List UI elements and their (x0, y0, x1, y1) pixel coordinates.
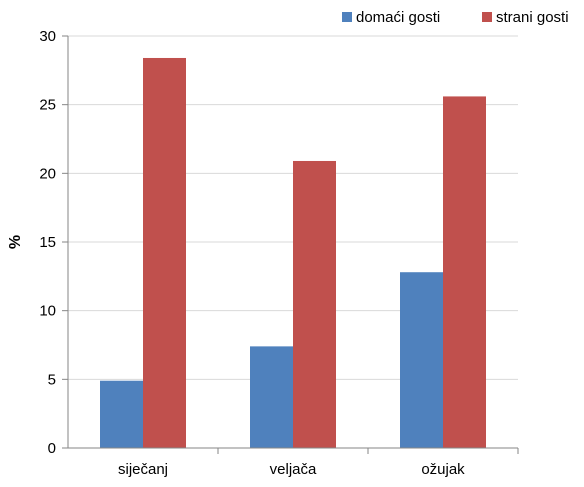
bar-domestic (100, 380, 143, 448)
y-tick-label: 15 (39, 234, 56, 251)
y-tick-label: 5 (48, 371, 56, 388)
y-tick-label: 30 (39, 28, 56, 45)
y-tick-label: 25 (39, 97, 56, 114)
x-category-label: ožujak (421, 461, 465, 478)
x-category-label: siječanj (118, 461, 168, 478)
y-tick-label: 0 (48, 440, 56, 457)
legend-label: strani gosti (496, 9, 569, 26)
x-category-label: veljača (270, 461, 317, 478)
y-tick-label: 20 (39, 165, 56, 182)
legend-label: domaći gosti (356, 9, 440, 26)
bar-domestic (250, 346, 293, 448)
legend-swatch (342, 12, 352, 22)
bar-foreign (443, 96, 486, 448)
bars (100, 57, 486, 449)
y-axis-title: % (7, 235, 24, 249)
y-tick-label: 10 (39, 303, 56, 320)
legend: domaći gosti strani gosti (342, 9, 569, 26)
bar-domestic (400, 272, 443, 448)
legend-swatch (482, 12, 492, 22)
axes: 0 5 10 15 20 25 30 siječanj veljača ožujak (39, 28, 519, 478)
bar-foreign (293, 160, 336, 448)
bar-foreign (143, 57, 186, 449)
